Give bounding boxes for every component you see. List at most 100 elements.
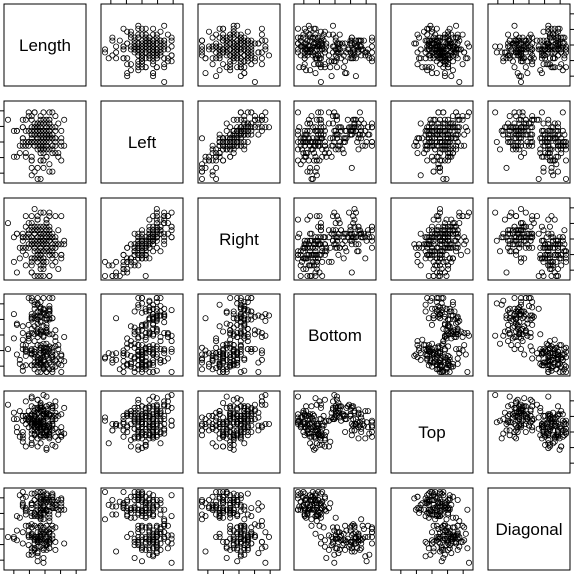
data-point — [237, 294, 244, 301]
data-point — [146, 37, 153, 44]
data-point — [548, 164, 555, 171]
data-point — [146, 227, 153, 234]
data-point — [422, 308, 429, 315]
data-point — [446, 146, 453, 153]
data-point — [161, 64, 168, 71]
data-point — [454, 127, 461, 134]
data-point — [40, 131, 47, 138]
data-point — [309, 255, 316, 262]
data-point — [223, 340, 230, 347]
data-point — [34, 368, 41, 375]
data-point — [555, 168, 562, 175]
data-point — [513, 127, 520, 134]
data-point — [142, 31, 149, 38]
data-point — [428, 64, 435, 71]
data-point — [40, 120, 47, 127]
data-point — [518, 73, 525, 80]
data-point — [34, 241, 41, 248]
data-point — [227, 327, 234, 334]
data-point — [355, 37, 362, 44]
data-point — [312, 168, 319, 175]
data-point — [548, 265, 555, 272]
data-point — [153, 367, 160, 374]
data-point — [436, 241, 443, 248]
data-point — [202, 351, 209, 358]
data-point — [448, 328, 455, 335]
data-point — [465, 109, 472, 116]
data-point — [40, 135, 47, 142]
data-point — [241, 146, 248, 153]
data-point — [556, 138, 563, 145]
data-point — [550, 31, 557, 38]
data-point — [441, 234, 448, 241]
data-point — [230, 142, 237, 149]
data-point — [430, 312, 437, 319]
data-point — [454, 55, 461, 62]
data-point — [46, 315, 53, 322]
data-point — [432, 135, 439, 142]
data-point — [448, 258, 455, 265]
data-point — [343, 135, 350, 142]
data-point — [255, 40, 262, 47]
data-point — [234, 329, 241, 336]
data-point — [58, 251, 65, 258]
data-point — [157, 338, 164, 345]
data-point — [513, 146, 520, 153]
data-point — [198, 359, 205, 366]
data-point — [34, 164, 41, 171]
data-point — [161, 37, 168, 44]
data-point — [43, 116, 50, 123]
data-point — [168, 223, 175, 230]
data-point — [445, 329, 452, 336]
data-point — [230, 308, 237, 315]
data-point — [315, 34, 322, 41]
data-point — [251, 58, 258, 65]
data-point — [146, 298, 153, 305]
data-point — [223, 40, 230, 47]
data-point — [427, 241, 434, 248]
data-point — [150, 37, 157, 44]
data-point — [493, 138, 500, 145]
data-point — [548, 262, 555, 269]
data-point — [135, 234, 142, 241]
data-point — [22, 153, 29, 160]
data-point — [508, 46, 515, 53]
data-point — [438, 342, 445, 349]
data-point — [307, 34, 314, 41]
data-point — [49, 244, 56, 251]
data-point — [514, 127, 521, 134]
panel-top-vs-right — [197, 390, 281, 474]
data-point — [28, 325, 35, 332]
data-point — [13, 269, 20, 276]
data-point — [368, 124, 375, 131]
data-point — [417, 46, 424, 53]
data-point — [436, 116, 443, 123]
data-point — [563, 157, 570, 164]
data-point — [441, 230, 448, 237]
data-point — [362, 52, 369, 59]
data-point — [443, 258, 450, 265]
data-point — [336, 31, 343, 38]
data-point — [446, 362, 453, 369]
data-point — [213, 153, 220, 160]
data-point — [440, 368, 447, 375]
data-point — [339, 40, 346, 47]
data-point — [31, 338, 38, 345]
data-point — [445, 124, 452, 131]
data-point — [248, 308, 255, 315]
data-point — [346, 46, 353, 53]
data-point — [40, 109, 47, 116]
data-point — [113, 55, 120, 62]
data-point — [31, 205, 38, 212]
data-point — [146, 52, 153, 59]
data-point — [234, 142, 241, 149]
data-point — [527, 223, 534, 230]
data-point — [433, 25, 440, 32]
data-point — [102, 46, 109, 53]
data-point — [529, 58, 536, 65]
data-point — [25, 294, 32, 301]
data-point — [25, 321, 32, 328]
data-point — [301, 255, 308, 262]
data-point — [150, 223, 157, 230]
data-point — [448, 120, 455, 127]
